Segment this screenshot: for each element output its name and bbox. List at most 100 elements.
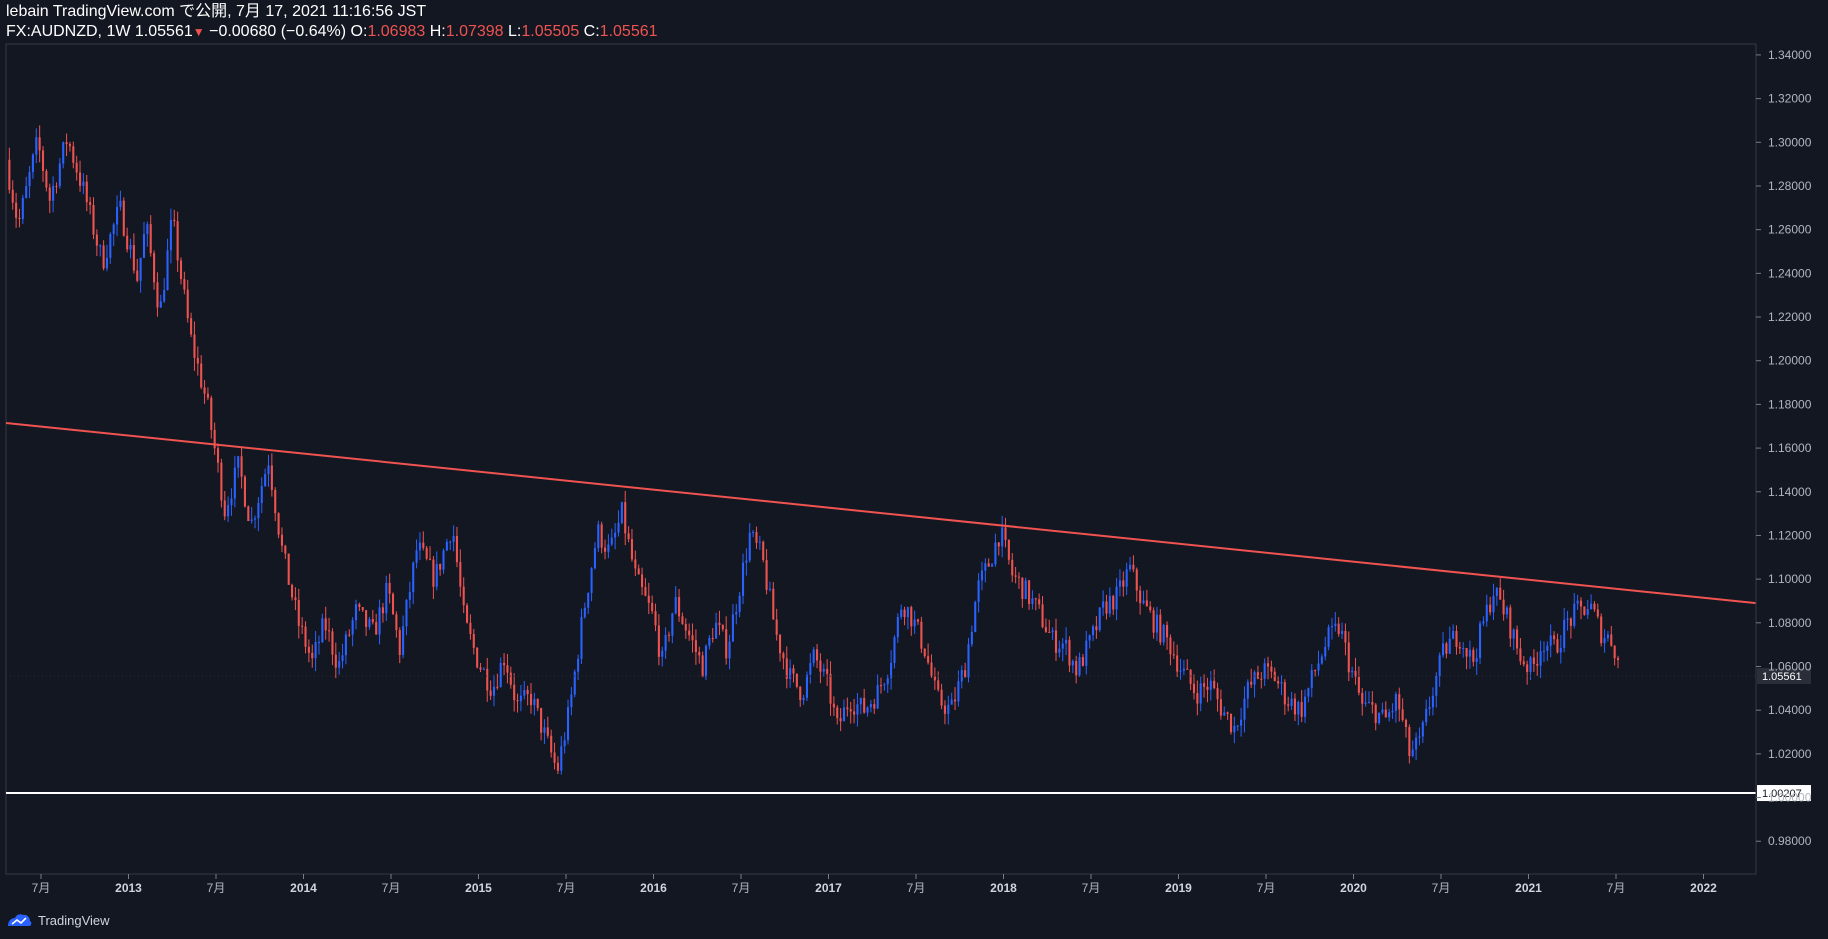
candle-body [294, 597, 297, 601]
candle-body [439, 563, 442, 570]
candle-body [119, 200, 122, 207]
candle-body [647, 595, 650, 603]
candle-body [375, 622, 378, 635]
candle-body [418, 542, 421, 551]
candle-body [1421, 722, 1424, 737]
candle-body [486, 668, 489, 691]
candle-body [1142, 600, 1145, 604]
candle-body [92, 204, 95, 235]
candle-body [516, 700, 519, 702]
candle-body [220, 462, 223, 501]
candle-body [614, 532, 617, 538]
candle-body [920, 621, 923, 649]
candle-body [657, 625, 660, 657]
candle-body [1606, 634, 1609, 639]
candle-body [348, 634, 351, 636]
candle-body [540, 708, 543, 733]
candle-body [1206, 686, 1209, 690]
time-tick-label: 2019 [1165, 881, 1192, 895]
candle-body [301, 625, 304, 627]
candles[interactable] [8, 125, 1620, 775]
candle-body [1233, 725, 1236, 733]
candle-body [792, 668, 795, 674]
candle-body [1179, 670, 1182, 672]
candle-body [832, 703, 835, 708]
tradingview-brand: TradingView [38, 912, 110, 928]
candle-body [277, 513, 280, 535]
candle-body [1112, 596, 1115, 610]
candle-body [1256, 672, 1259, 679]
candle-body [331, 631, 334, 655]
candle-body [715, 622, 718, 639]
candle-body [1341, 630, 1344, 634]
candle-body [997, 542, 1000, 547]
candle-body [536, 698, 539, 709]
candle-body [603, 547, 607, 552]
candle-body [449, 541, 452, 543]
candle-body [1435, 676, 1438, 696]
candle-body [264, 474, 267, 487]
price-tick-label: 1.22000 [1768, 310, 1812, 324]
last-price-label-bg [1757, 668, 1811, 685]
candle-body [1176, 655, 1179, 672]
candle-body [1051, 630, 1054, 633]
candle-body [1266, 663, 1270, 667]
candle-body [48, 187, 51, 201]
candle-body [503, 662, 506, 666]
candle-body [1240, 719, 1243, 726]
candle-body [1213, 680, 1216, 689]
candle-body [237, 456, 240, 468]
annotations[interactable]: 1.00207 1.05561 [5, 421, 1811, 802]
candle-body [1071, 661, 1074, 666]
candle-body [1004, 527, 1007, 541]
candle-body [523, 689, 526, 696]
candle-body [755, 532, 758, 543]
candle-body [994, 542, 997, 565]
candle-body [1270, 666, 1273, 672]
candle-body [55, 185, 58, 187]
candle-body [1139, 590, 1142, 604]
candle-body [82, 181, 85, 186]
candle-body [466, 605, 469, 623]
candle-body [183, 279, 186, 290]
candle-body [1579, 600, 1583, 607]
candle-body [159, 301, 162, 308]
tradingview-logo-icon [8, 914, 32, 926]
candle-body [139, 257, 142, 281]
candle-body [654, 611, 657, 626]
candle-body [721, 625, 724, 630]
candle-body [671, 613, 674, 636]
candle-body [173, 219, 176, 222]
candle-body [678, 597, 681, 617]
price-tick-label: 1.34000 [1768, 48, 1812, 62]
candle-body [916, 619, 920, 622]
candle-body [179, 260, 183, 280]
candle-body [41, 150, 45, 171]
candle-body [667, 634, 671, 636]
time-axis[interactable]: 7月 2013 7月 2014 7月 2015 7月 2016 7月 2017 7月 2018 7月 20… [6, 873, 1756, 895]
resistance-trendline[interactable] [5, 421, 1757, 605]
candle-body [68, 144, 71, 147]
candle-body [590, 568, 593, 593]
candle-body [974, 601, 977, 632]
candle-body [203, 387, 206, 394]
candle-body [799, 686, 802, 701]
candle-body [1388, 712, 1391, 718]
candle-body [688, 630, 691, 636]
candle-body [533, 698, 536, 706]
candle-body [661, 650, 664, 657]
candle-body [1058, 648, 1061, 653]
candle-body [768, 588, 771, 590]
candle-body [509, 672, 512, 685]
candle-body [1367, 702, 1371, 704]
candle-body [102, 245, 105, 269]
candle-body [1260, 678, 1263, 680]
candle-body [1603, 638, 1606, 644]
candle-body [257, 502, 260, 519]
price-axis[interactable]: 0.98000 1.00000 1.02000 1.04000 1.06000 1.080… [1755, 44, 1812, 874]
candle-body [1455, 630, 1458, 648]
candle-body [186, 289, 189, 319]
candle-body [893, 637, 896, 663]
price-tick-label: 1.12000 [1768, 528, 1812, 542]
